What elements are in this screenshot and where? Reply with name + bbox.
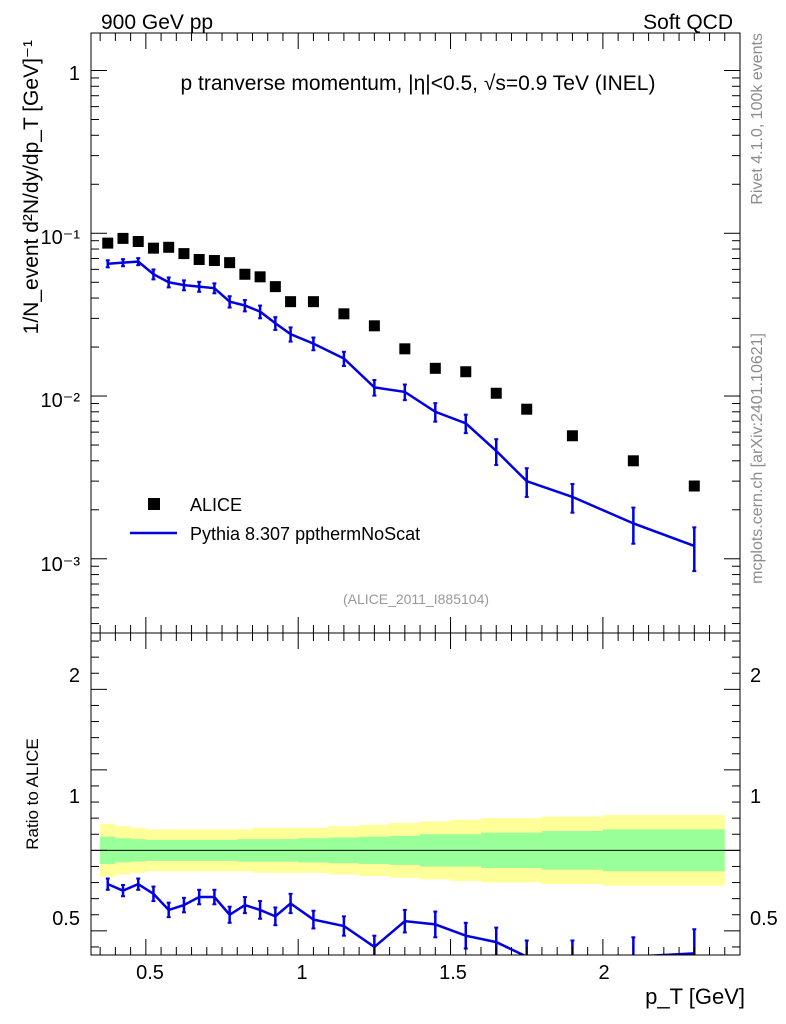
- ratio-y-tick-label-05-left: 0.5: [52, 908, 80, 930]
- plot-title: p tranverse momentum, |η|<0.5, √s=0.9 Te…: [181, 72, 656, 95]
- alice-data-point: [490, 387, 502, 399]
- alice-data-point: [338, 308, 350, 320]
- alice-data-point: [688, 480, 700, 492]
- alice-data-point: [208, 255, 220, 267]
- alice-data-point: [178, 248, 190, 260]
- alice-data-point: [285, 296, 297, 308]
- top-y-tick-label-0.01: 10⁻²: [41, 390, 81, 412]
- ratio-y-tick-label-2-right: 2: [750, 665, 761, 687]
- ratio-y-tick-label-1-right: 1: [750, 786, 761, 808]
- legend-alice-label: ALICE: [190, 495, 242, 515]
- alice-data-point: [460, 366, 472, 378]
- ratio-y-axis-label: Ratio to ALICE: [23, 738, 42, 850]
- rivet-label: Rivet 4.1.0, 100k events: [749, 33, 766, 205]
- legend-pythia-label: Pythia 8.307 ppthermNoScat: [190, 524, 420, 544]
- alice-data-point: [368, 320, 380, 332]
- top-y-tick-label-0.001: 10⁻³: [41, 554, 81, 576]
- x-tick-label-2: 2: [598, 962, 609, 984]
- top-y-tick-label-0.1: 10⁻¹: [41, 227, 81, 249]
- header-right-label: Soft QCD: [643, 11, 733, 34]
- x-tick-label-1: 1: [296, 962, 307, 984]
- alice-data-point: [429, 362, 441, 374]
- alice-data-point: [193, 253, 205, 265]
- ratio-y-tick-label-1-left: 1: [69, 786, 80, 808]
- alice-data-point: [132, 236, 144, 248]
- ratio-panel-frame: [90, 632, 741, 956]
- alice-data-point: [147, 242, 159, 254]
- top-y-axis-label: 1/N_event d²N/dy/dp_T [GeV]⁻¹: [20, 40, 43, 334]
- ratio-curve: [107, 882, 695, 955]
- alice-data-point: [102, 237, 114, 249]
- alice-data-point: [163, 241, 175, 253]
- header-left-label: 900 GeV pp: [101, 11, 213, 34]
- x-tick-label-1.5: 1.5: [439, 962, 467, 984]
- x-axis-label: p_T [GeV]: [645, 984, 745, 1009]
- alice-data-point: [239, 268, 251, 280]
- alice-data-point: [254, 271, 266, 283]
- x-tick-label-0.5: 0.5: [136, 962, 164, 984]
- alice-data-point: [521, 403, 533, 415]
- alice-data-point: [117, 232, 129, 244]
- alice-data-point: [566, 430, 578, 442]
- alice-data-point: [269, 281, 281, 293]
- alice-data-point: [627, 455, 639, 467]
- mcplots-label: mcplots.cern.ch [arXiv:2401.10621]: [749, 333, 766, 584]
- alice-data-point: [224, 257, 236, 269]
- analysis-tag: (ALICE_2011_I885104): [343, 591, 489, 607]
- alice-data-point: [307, 296, 319, 308]
- ratio-y-tick-label-2-left: 2: [69, 665, 80, 687]
- top-y-tick-label-1: 1: [69, 63, 80, 85]
- alice-data-point: [399, 343, 411, 355]
- ratio-y-tick-label-05-right: 0.5: [750, 908, 778, 930]
- pythia-curve: [107, 260, 695, 548]
- legend-alice-marker: [148, 498, 160, 510]
